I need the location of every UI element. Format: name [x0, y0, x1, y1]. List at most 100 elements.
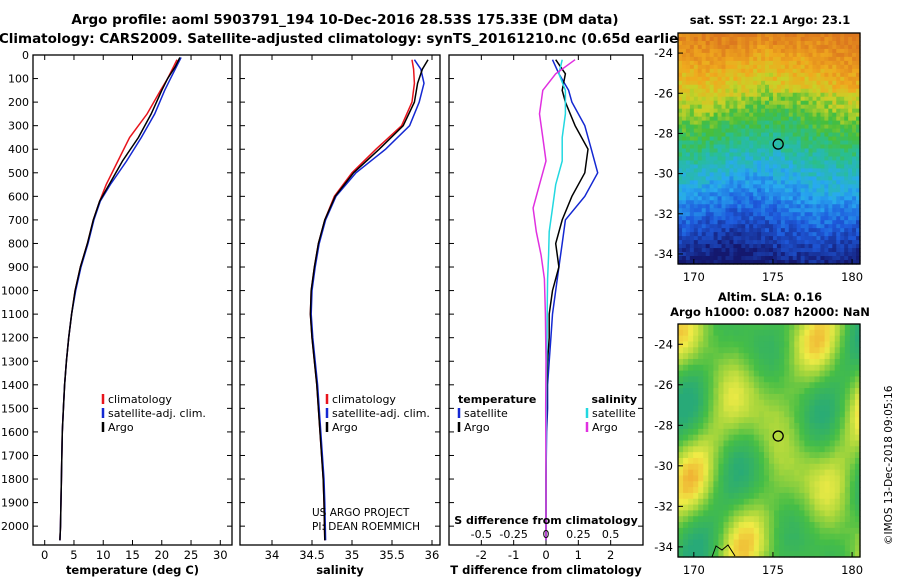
map-cell: [717, 76, 723, 82]
map-cell: [749, 88, 754, 94]
map-cell: [856, 256, 861, 261]
map-cell: [784, 475, 790, 482]
map-cell: [713, 204, 719, 209]
map-cell: [774, 492, 780, 500]
map-cell: [856, 176, 861, 181]
map-cell: [685, 84, 691, 90]
map-cell: [844, 156, 849, 162]
map-cell: [769, 144, 774, 150]
map-cell: [808, 204, 814, 209]
map-cell: [824, 469, 831, 477]
map-cell: [753, 428, 760, 436]
map-cell: [738, 475, 745, 482]
map-cell: [819, 405, 826, 412]
map-cell: [745, 36, 750, 42]
map-cell: [703, 527, 709, 535]
map-cell: [849, 423, 856, 430]
map-cell: [713, 152, 719, 158]
map-cell: [832, 68, 837, 74]
map-cell: [709, 244, 715, 249]
map-cell: [848, 84, 853, 90]
map-cell: [725, 188, 731, 193]
map-cell: [678, 72, 683, 78]
map-cell: [824, 545, 831, 552]
map-cell: [753, 347, 760, 354]
map-cell: [713, 136, 719, 142]
map-cell: [688, 341, 694, 348]
map-cell: [832, 36, 837, 42]
legend-label: satellite: [592, 407, 636, 420]
map-cell: [683, 370, 689, 378]
map-title: Altim. SLA: 0.16: [718, 290, 822, 304]
map-cell: [779, 440, 785, 447]
map-cell: [832, 84, 837, 90]
map-cell: [804, 224, 810, 229]
map-cell: [713, 116, 719, 122]
map-cell: [697, 144, 703, 150]
map-cell: [792, 180, 798, 185]
map-cell: [814, 446, 821, 453]
map-cell: [741, 200, 746, 205]
map-cell: [681, 104, 687, 110]
map-cell: [769, 88, 774, 94]
map-cell: [753, 393, 760, 401]
map-cell: [808, 208, 814, 213]
map-cell: [779, 498, 785, 506]
map-cell: [799, 405, 805, 412]
map-cell: [733, 236, 738, 241]
map-cell: [718, 457, 725, 465]
map-cell: [717, 208, 723, 213]
map-cell: [713, 358, 720, 366]
y-tick-label: -24: [654, 337, 673, 351]
map-cell: [824, 457, 831, 465]
map-cell: [701, 72, 707, 78]
map-cell: [681, 216, 687, 221]
map-cell: [713, 148, 719, 154]
map-cell: [856, 124, 861, 130]
map-cell: [844, 52, 849, 58]
map-cell: [725, 240, 731, 245]
map-cell: [769, 116, 774, 122]
map-cell: [769, 216, 774, 221]
map-cell: [748, 417, 755, 424]
map-cell: [703, 510, 709, 517]
map-cell: [808, 88, 814, 94]
map-cell: [832, 168, 837, 173]
map-cell: [743, 533, 750, 541]
map-cell: [769, 180, 774, 185]
map-cell: [743, 393, 750, 401]
map-cell: [794, 434, 800, 442]
map-cell: [816, 68, 822, 74]
map-cell: [832, 176, 837, 181]
map-cell: [800, 248, 806, 253]
map-cell: [819, 539, 826, 546]
map-cell: [745, 148, 750, 154]
map-cell: [725, 180, 731, 185]
map-cell: [713, 347, 720, 354]
map-cell: [856, 100, 861, 106]
map-cell: [743, 487, 750, 494]
map-cell: [856, 228, 861, 233]
map-cell: [765, 120, 770, 126]
map-cell: [683, 504, 689, 511]
x-tick-label: 2: [607, 548, 614, 562]
map-cell: [849, 434, 856, 442]
map-cell: [745, 132, 750, 138]
map-cell: [737, 140, 742, 146]
map-cell: [737, 260, 742, 265]
map-cell: [828, 72, 833, 78]
map-cell: [824, 52, 829, 58]
map-cell: [713, 434, 720, 442]
map-cell: [809, 457, 816, 465]
map-cell: [708, 364, 714, 372]
map-cell: [779, 463, 785, 471]
map-cell: [713, 516, 720, 523]
map-cell: [681, 124, 687, 130]
map-cell: [849, 475, 856, 482]
map-cell: [733, 176, 738, 181]
map-cell: [809, 446, 816, 453]
map-cell: [725, 176, 731, 181]
map-cell: [729, 108, 734, 114]
map-cell: [816, 252, 822, 257]
map-cell: [708, 329, 714, 337]
